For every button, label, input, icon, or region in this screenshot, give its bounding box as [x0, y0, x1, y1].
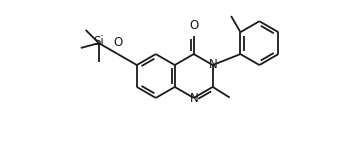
Text: N: N: [209, 58, 218, 71]
Text: O: O: [189, 19, 198, 32]
Text: Si: Si: [93, 35, 103, 48]
Text: O: O: [114, 36, 123, 50]
Text: N: N: [190, 92, 199, 105]
